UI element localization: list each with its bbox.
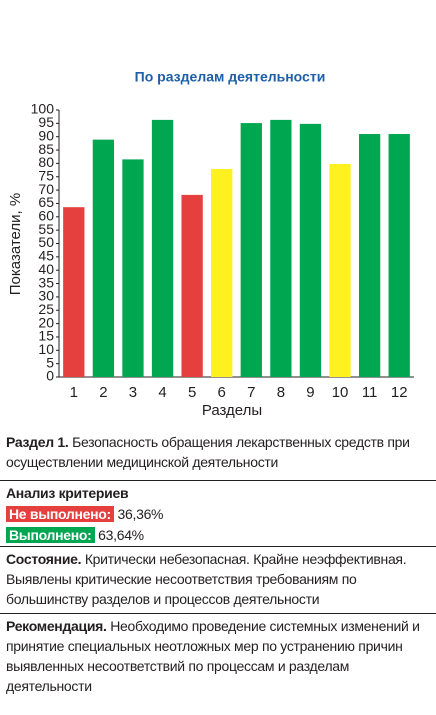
bar xyxy=(122,159,144,377)
passed-label: Выполнено: xyxy=(6,527,95,543)
bar xyxy=(270,119,292,377)
bar xyxy=(63,207,85,377)
y-tick-label: 60 xyxy=(38,208,54,224)
x-tick-label: 10 xyxy=(332,384,349,401)
recommendation: Рекомендация. Необходимо проведение сист… xyxy=(0,613,436,696)
y-tick-label: 15 xyxy=(38,328,54,344)
x-axis-label: Разделы xyxy=(202,402,262,419)
y-tick-label: 65 xyxy=(38,194,54,210)
x-tick-label: 4 xyxy=(158,384,166,401)
y-tick-label: 90 xyxy=(38,127,54,143)
bar xyxy=(181,194,203,377)
bar xyxy=(211,169,233,377)
x-tick-label: 5 xyxy=(188,384,196,401)
x-tick-label: 7 xyxy=(247,384,255,401)
recommendation-text: Необходимо проведение системных изменени… xyxy=(6,618,420,694)
y-tick-label: 40 xyxy=(38,261,54,277)
state: Состояние. Критически небезопасная. Край… xyxy=(0,546,436,613)
failed-value: 36,36% xyxy=(117,506,164,522)
x-tick-label: 2 xyxy=(99,384,107,401)
bar xyxy=(92,139,115,377)
x-tick-label: 1 xyxy=(70,384,78,401)
y-tick-label: 50 xyxy=(38,234,54,250)
bar xyxy=(358,134,381,377)
section: Раздел 1. Безопасность обращения лекарст… xyxy=(0,432,436,472)
x-tick-label: 12 xyxy=(391,384,408,401)
section-title: Раздел 1. xyxy=(6,434,69,450)
x-tick-label: 6 xyxy=(218,384,226,401)
criteria-title: Анализ критериев xyxy=(6,483,430,503)
y-tick-label: 55 xyxy=(38,221,54,237)
y-tick-label: 45 xyxy=(38,248,54,264)
bar xyxy=(388,134,410,377)
y-tick-label: 20 xyxy=(38,314,54,330)
chart: По разделам деятельности Показатели, % Р… xyxy=(7,69,414,419)
y-tick-label: 80 xyxy=(38,154,54,170)
bar xyxy=(329,163,351,377)
y-tick-label: 0 xyxy=(46,368,54,384)
y-tick-label: 75 xyxy=(38,167,54,183)
y-tick-label: 30 xyxy=(38,288,54,304)
recommendation-title: Рекомендация. xyxy=(6,618,107,634)
y-tick-label: 100 xyxy=(31,101,55,117)
y-tick-label: 10 xyxy=(38,341,54,357)
bar xyxy=(240,123,262,377)
bar xyxy=(151,119,174,377)
state-text: Критически небезопасная. Крайне неэффект… xyxy=(6,551,407,607)
failed-label: Не выполнено: xyxy=(6,506,114,522)
x-tick-label: 11 xyxy=(362,384,378,401)
x-tick-label: 8 xyxy=(277,384,285,401)
criteria: Анализ критериев Не выполнено: 36,36% Вы… xyxy=(0,480,436,545)
state-title: Состояние. xyxy=(6,551,82,567)
bar xyxy=(299,123,322,377)
y-tick-label: 85 xyxy=(38,141,54,157)
y-tick-label: 5 xyxy=(46,354,54,370)
criteria-heading: Анализ критериев xyxy=(6,485,129,501)
section-text: Безопасность обращения лекарственных сре… xyxy=(6,434,410,470)
y-tick-label: 35 xyxy=(38,274,54,290)
passed-value: 63,64% xyxy=(98,527,144,543)
y-tick-label: 95 xyxy=(38,114,54,130)
y-tick-label: 25 xyxy=(38,301,54,317)
y-tick-label: 70 xyxy=(38,181,54,197)
x-tick-label: 9 xyxy=(306,384,314,401)
chart-title: По разделам деятельности xyxy=(135,69,326,85)
y-axis-label: Показатели, % xyxy=(7,193,24,295)
x-tick-label: 3 xyxy=(129,384,137,401)
